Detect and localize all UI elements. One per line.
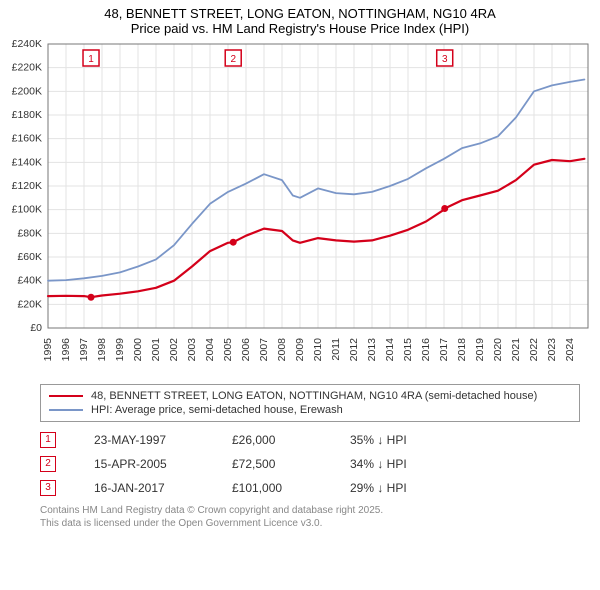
svg-text:1: 1 bbox=[88, 54, 94, 65]
legend-swatch bbox=[49, 409, 83, 411]
transactions-table: 1 23-MAY-1997 £26,000 35% ↓ HPI 2 15-APR-2005… bbox=[40, 428, 580, 500]
title-line2: Price paid vs. HM Land Registry's House … bbox=[10, 21, 590, 36]
svg-text:2010: 2010 bbox=[312, 338, 324, 362]
svg-text:1996: 1996 bbox=[60, 338, 72, 362]
svg-text:2005: 2005 bbox=[222, 338, 234, 362]
footer-line2: This data is licensed under the Open Gov… bbox=[40, 517, 580, 530]
transaction-diff: 29% ↓ HPI bbox=[350, 481, 450, 495]
svg-text:2012: 2012 bbox=[348, 338, 360, 362]
svg-text:2011: 2011 bbox=[330, 338, 342, 361]
svg-text:2024: 2024 bbox=[564, 338, 576, 362]
legend-label: 48, BENNETT STREET, LONG EATON, NOTTINGH… bbox=[91, 390, 537, 402]
svg-text:2023: 2023 bbox=[546, 338, 558, 362]
chart-container: 48, BENNETT STREET, LONG EATON, NOTTINGH… bbox=[0, 0, 600, 530]
transaction-row: 3 16-JAN-2017 £101,000 29% ↓ HPI bbox=[40, 476, 580, 500]
svg-text:£80K: £80K bbox=[17, 227, 42, 239]
title-line1: 48, BENNETT STREET, LONG EATON, NOTTINGH… bbox=[10, 6, 590, 21]
legend: 48, BENNETT STREET, LONG EATON, NOTTINGH… bbox=[40, 384, 580, 422]
svg-text:1997: 1997 bbox=[78, 338, 90, 362]
svg-text:2007: 2007 bbox=[258, 338, 270, 362]
svg-text:2017: 2017 bbox=[438, 338, 450, 362]
svg-text:2000: 2000 bbox=[132, 338, 144, 362]
svg-text:1995: 1995 bbox=[42, 338, 54, 362]
svg-text:£160K: £160K bbox=[12, 133, 42, 145]
svg-text:2020: 2020 bbox=[492, 338, 504, 362]
legend-row: HPI: Average price, semi-detached house,… bbox=[49, 403, 571, 417]
transaction-diff: 35% ↓ HPI bbox=[350, 433, 450, 447]
svg-text:£120K: £120K bbox=[12, 180, 42, 192]
svg-text:£20K: £20K bbox=[17, 298, 42, 310]
transaction-marker: 3 bbox=[40, 480, 56, 496]
svg-text:1998: 1998 bbox=[96, 338, 108, 362]
transaction-date: 16-JAN-2017 bbox=[94, 481, 194, 495]
svg-text:£180K: £180K bbox=[12, 109, 42, 121]
svg-text:2008: 2008 bbox=[276, 338, 288, 362]
svg-text:2001: 2001 bbox=[150, 338, 162, 362]
legend-swatch bbox=[49, 395, 83, 397]
svg-text:2014: 2014 bbox=[384, 338, 396, 362]
transaction-price: £72,500 bbox=[232, 457, 312, 471]
svg-text:3: 3 bbox=[442, 54, 448, 65]
svg-text:£40K: £40K bbox=[17, 275, 42, 287]
footer-line1: Contains HM Land Registry data © Crown c… bbox=[40, 504, 580, 517]
transaction-row: 1 23-MAY-1997 £26,000 35% ↓ HPI bbox=[40, 428, 580, 452]
transaction-diff: 34% ↓ HPI bbox=[350, 457, 450, 471]
svg-text:2009: 2009 bbox=[294, 338, 306, 362]
svg-text:2: 2 bbox=[230, 54, 236, 65]
transaction-marker: 1 bbox=[40, 432, 56, 448]
svg-text:2006: 2006 bbox=[240, 338, 252, 362]
svg-text:2002: 2002 bbox=[168, 338, 180, 362]
svg-text:2016: 2016 bbox=[420, 338, 432, 362]
svg-text:2004: 2004 bbox=[204, 338, 216, 362]
svg-text:2003: 2003 bbox=[186, 338, 198, 362]
transaction-row: 2 15-APR-2005 £72,500 34% ↓ HPI bbox=[40, 452, 580, 476]
legend-row: 48, BENNETT STREET, LONG EATON, NOTTINGH… bbox=[49, 389, 571, 403]
chart: £0 £20K £40K £60K £80K £100K £120K £140K £160K £1… bbox=[0, 38, 600, 378]
footer: Contains HM Land Registry data © Crown c… bbox=[40, 504, 580, 530]
svg-text:£140K: £140K bbox=[12, 156, 42, 168]
transaction-price: £26,000 bbox=[232, 433, 312, 447]
transaction-price: £101,000 bbox=[232, 481, 312, 495]
transaction-date: 15-APR-2005 bbox=[94, 457, 194, 471]
transaction-date: 23-MAY-1997 bbox=[94, 433, 194, 447]
title-block: 48, BENNETT STREET, LONG EATON, NOTTINGH… bbox=[0, 0, 600, 38]
svg-text:2013: 2013 bbox=[366, 338, 378, 362]
transaction-marker: 2 bbox=[40, 456, 56, 472]
svg-text:£60K: £60K bbox=[17, 251, 42, 263]
svg-text:2018: 2018 bbox=[456, 338, 468, 362]
legend-label: HPI: Average price, semi-detached house,… bbox=[91, 404, 343, 416]
svg-text:2019: 2019 bbox=[474, 338, 486, 362]
chart-svg: £0 £20K £40K £60K £80K £100K £120K £140K £160K £1… bbox=[0, 38, 600, 378]
svg-text:£100K: £100K bbox=[12, 204, 42, 216]
svg-text:£200K: £200K bbox=[12, 85, 42, 97]
svg-text:£240K: £240K bbox=[12, 38, 42, 50]
svg-text:£0: £0 bbox=[30, 322, 42, 334]
svg-text:1999: 1999 bbox=[114, 338, 126, 362]
svg-text:2022: 2022 bbox=[528, 338, 540, 362]
svg-text:2021: 2021 bbox=[510, 338, 522, 362]
svg-text:2015: 2015 bbox=[402, 338, 414, 362]
svg-text:£220K: £220K bbox=[12, 62, 42, 74]
